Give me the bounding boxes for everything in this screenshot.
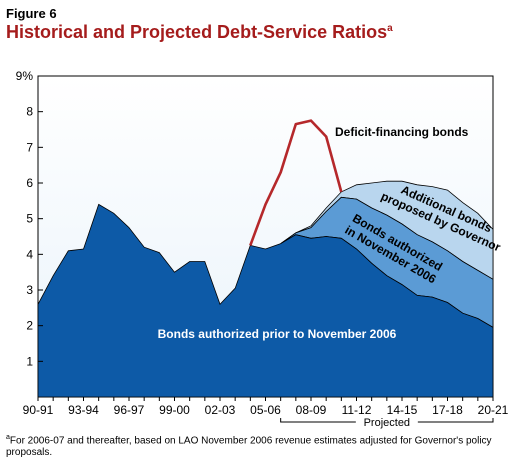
x-tick-label: 96-97: [114, 403, 145, 417]
title-footnote-mark: a: [387, 23, 393, 34]
deficit-bonds-label: Deficit-financing bonds: [335, 125, 469, 139]
x-tick-label: 17-18: [432, 403, 463, 417]
y-tick-label: 4: [26, 247, 33, 261]
deficit-financing-line: [249, 119, 343, 246]
footnote: aFor 2006-07 and thereafter, based on LA…: [6, 432, 518, 459]
x-tick-label: 11-12: [342, 403, 372, 417]
y-tick-label: 6: [26, 176, 33, 190]
x-tick-label: 90-91: [23, 403, 54, 417]
x-tick-label: 93-94: [68, 403, 99, 417]
projected-label: Projected: [364, 417, 410, 429]
x-tick-label: 20-21: [478, 403, 509, 417]
footnote-text: For 2006-07 and thereafter, based on LAO…: [6, 435, 492, 459]
prior-bonds-label: Bonds authorized prior to November 2006: [158, 327, 397, 341]
footnote-mark: a: [6, 434, 10, 441]
x-tick-label: 14-15: [387, 403, 418, 417]
x-tick-label: 99-00: [159, 403, 190, 417]
x-tick-label: 05-06: [250, 403, 281, 417]
chart-title: Historical and Projected Debt-Service Ra…: [6, 22, 393, 42]
y-tick-label: 7: [26, 140, 33, 154]
x-tick-label: 02-03: [205, 403, 236, 417]
x-tick-label: 08-09: [296, 403, 327, 417]
y-tick-label: 2: [26, 319, 33, 333]
y-tick-label: 5: [26, 212, 33, 226]
y-tick-label: 8: [26, 105, 33, 119]
figure-label: Figure 6: [6, 6, 57, 21]
projected-label-bg: [355, 416, 418, 428]
y-tick-label: 3: [26, 283, 33, 297]
y-tick-label: 1: [26, 354, 33, 368]
y-tick-label: 9%: [16, 69, 34, 83]
